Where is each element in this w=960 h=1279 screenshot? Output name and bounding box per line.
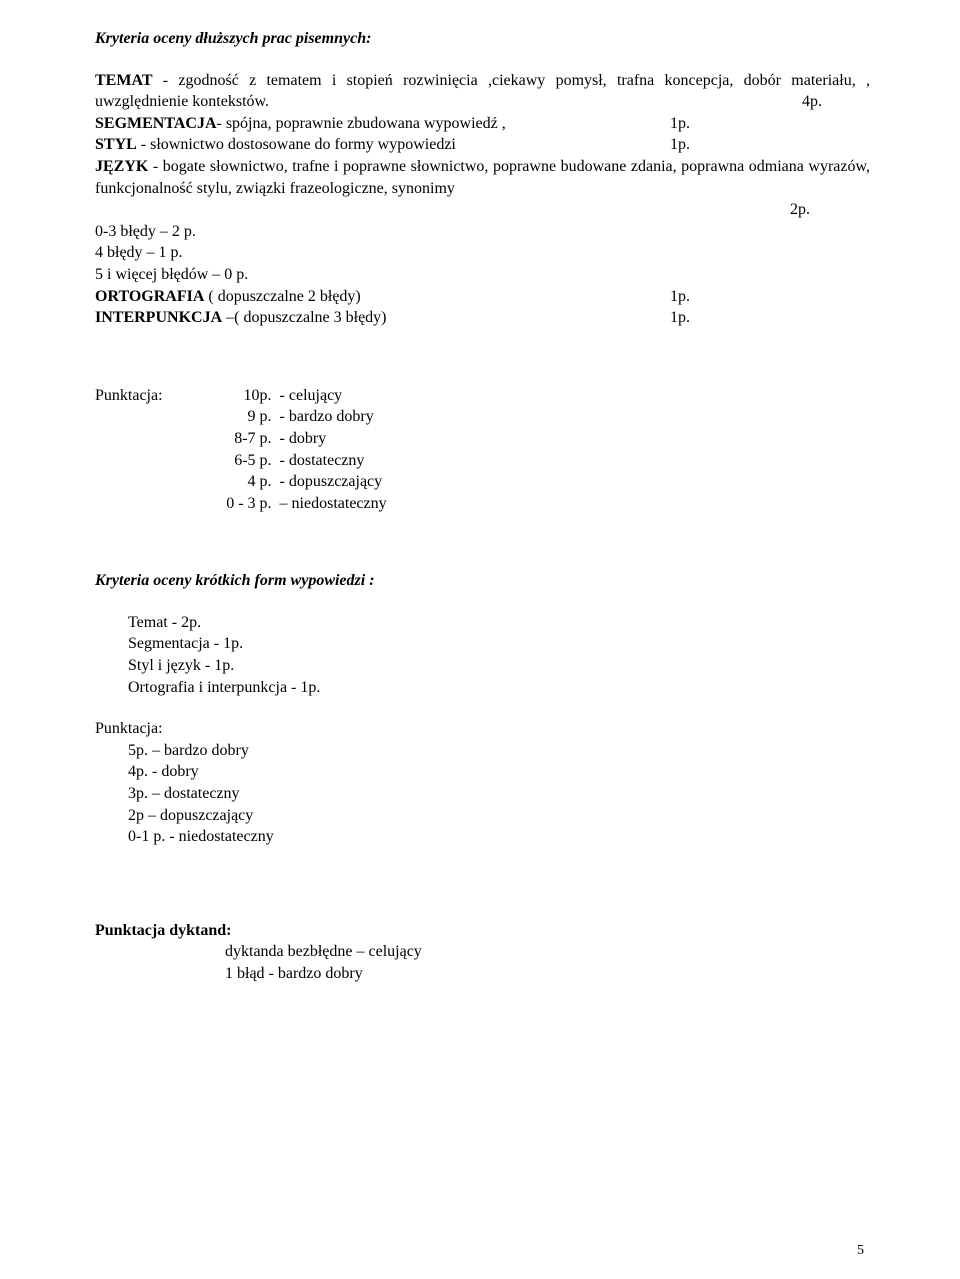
punktacja1-label: Punktacja: (95, 385, 163, 515)
grade-label: – niedostateczny (280, 493, 395, 515)
jezyk-text: - bogate słownictwo, trafne i poprawne s… (95, 158, 870, 197)
jezyk-label: JĘZYK (95, 158, 148, 175)
heading-short-works: Kryteria oceny krótkich form wypowiedzi … (95, 570, 870, 592)
segmentacja-label: SEGMENTACJA (95, 115, 217, 132)
dyktand-label: Punktacja dyktand: (95, 920, 870, 942)
punktacja2-row: 0-1 p. - niedostateczny (128, 826, 870, 848)
interpunkcja-text: –( dopuszczalne 3 błędy) (222, 309, 386, 326)
temat-points: 4p. (802, 93, 822, 110)
grade-points: 6-5 p. (218, 450, 280, 472)
styl-label: STYL (95, 136, 137, 153)
grade-label: - dobry (280, 428, 395, 450)
punktacja2-label: Punktacja: (95, 718, 870, 740)
temat-label: TEMAT (95, 72, 152, 89)
punktacja2-row: 2p – dopuszczający (128, 805, 870, 827)
segmentacja-text: - spójna, poprawnie zbudowana wypowiedź … (217, 115, 506, 132)
grade-points: 4 p. (218, 471, 280, 493)
ortografia-text: ( dopuszczalne 2 błędy) (204, 288, 360, 305)
short-temat: Temat - 2p. (128, 612, 870, 634)
punktacja1-block: Punktacja: 10p.- celujący 9 p.- bardzo d… (95, 385, 870, 515)
criterion-ortografia: ORTOGRAFIA ( dopuszczalne 2 błędy) 1p. (95, 286, 870, 308)
dyktand-row: dyktanda bezbłędne – celujący (225, 941, 870, 963)
grade-label: - dopuszczający (280, 471, 395, 493)
criterion-interpunkcja: INTERPUNKCJA –( dopuszczalne 3 błędy) 1p… (95, 307, 870, 329)
criterion-styl: STYL - słownictwo dostosowane do formy w… (95, 134, 870, 156)
grade-points: 9 p. (218, 406, 280, 428)
punktacja2-row: 5p. – bardzo dobry (128, 740, 870, 762)
temat-text: - zgodność z tematem i stopień rozwinięc… (95, 72, 870, 111)
styl-points: 1p. (670, 134, 870, 156)
criterion-temat: TEMAT - zgodność z tematem i stopień roz… (95, 70, 870, 113)
interpunkcja-label: INTERPUNKCJA (95, 309, 222, 326)
ortografia-points: 1p. (670, 286, 870, 308)
punktacja2-row: 4p. - dobry (128, 761, 870, 783)
grade-label: - dostateczny (280, 450, 395, 472)
jezyk-points: 2p. (95, 199, 870, 221)
page-number: 5 (857, 1242, 864, 1261)
short-ortografia: Ortografia i interpunkcja - 1p. (128, 677, 870, 699)
ortografia-label: ORTOGRAFIA (95, 288, 204, 305)
heading-long-works: Kryteria oceny dłuższych prac pisemnych: (95, 28, 870, 50)
short-segmentacja: Segmentacja - 1p. (128, 633, 870, 655)
grade-label: - celujący (280, 385, 395, 407)
punktacja2-row: 3p. – dostateczny (128, 783, 870, 805)
grade-points: 8-7 p. (218, 428, 280, 450)
styl-text: - słownictwo dostosowane do formy wypowi… (137, 136, 456, 153)
criterion-jezyk: JĘZYK - bogate słownictwo, trafne i popr… (95, 156, 870, 199)
grade-points: 0 - 3 p. (218, 493, 280, 515)
grade-label: - bardzo dobry (280, 406, 395, 428)
jezyk-errors-3: 5 i więcej błędów – 0 p. (95, 264, 870, 286)
short-styl: Styl i język - 1p. (128, 655, 870, 677)
segmentacja-points: 1p. (670, 113, 870, 135)
interpunkcja-points: 1p. (670, 307, 870, 329)
jezyk-errors-1: 0-3 błędy – 2 p. (95, 221, 870, 243)
criterion-segmentacja: SEGMENTACJA- spójna, poprawnie zbudowana… (95, 113, 870, 135)
grade-points: 10p. (218, 385, 280, 407)
jezyk-errors-2: 4 błędy – 1 p. (95, 242, 870, 264)
dyktand-row: 1 błąd - bardzo dobry (225, 963, 870, 985)
